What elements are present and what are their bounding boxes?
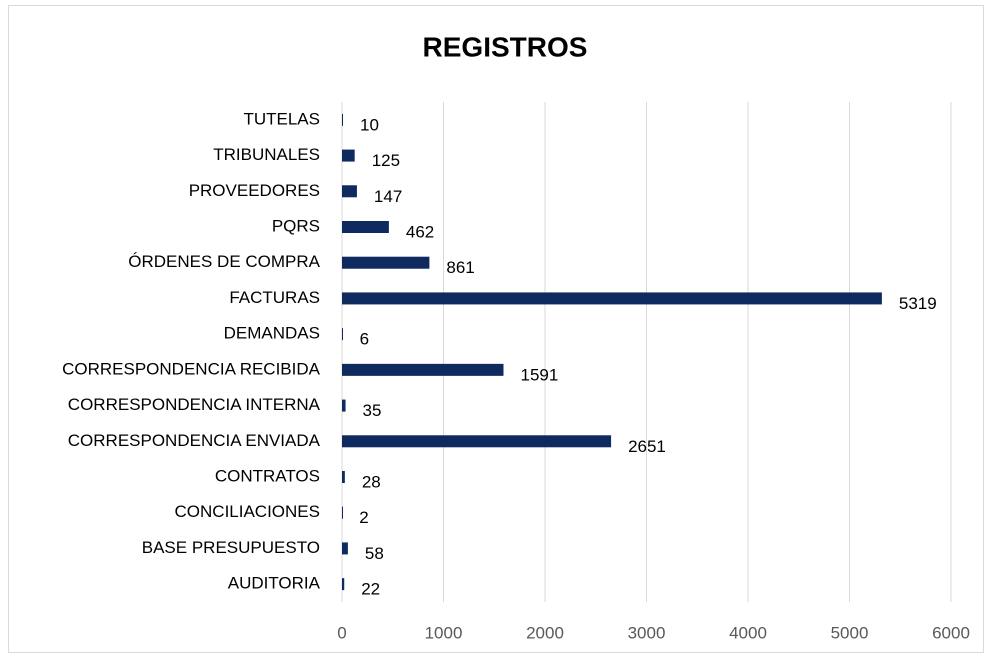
y-tick-label: BASE PRESUPUESTO <box>142 538 320 557</box>
bar <box>342 542 348 555</box>
y-tick-label: AUDITORIA <box>228 574 321 593</box>
bar <box>342 506 343 519</box>
bar <box>342 328 343 341</box>
data-label: 462 <box>406 222 434 241</box>
data-label: 2 <box>359 508 368 527</box>
data-label: 1591 <box>520 365 558 384</box>
data-label: 5319 <box>899 294 937 313</box>
data-label: 28 <box>362 472 381 491</box>
bar <box>342 292 882 305</box>
y-tick-label: TUTELAS <box>243 109 320 128</box>
x-tick-label: 4000 <box>729 623 767 642</box>
y-tick-label: CORRESPONDENCIA INTERNA <box>68 395 321 414</box>
bar <box>342 399 346 412</box>
bar <box>342 435 612 448</box>
bar <box>342 185 357 198</box>
data-label: 58 <box>365 544 384 563</box>
y-tick-label: TRIBUNALES <box>213 145 320 164</box>
y-tick-label: CONCILIACIONES <box>175 502 320 521</box>
bar <box>342 363 504 376</box>
data-label: 2651 <box>628 437 666 456</box>
data-label: 35 <box>363 401 382 420</box>
data-label: 22 <box>361 580 380 599</box>
x-tick-label: 3000 <box>628 623 666 642</box>
data-label: 6 <box>360 330 369 349</box>
x-tick-label: 1000 <box>425 623 463 642</box>
x-tick-label: 2000 <box>526 623 564 642</box>
y-tick-label: PQRS <box>272 216 320 235</box>
bar <box>342 113 344 126</box>
y-tick-label: DEMANDAS <box>224 324 320 343</box>
data-label: 10 <box>360 115 379 134</box>
data-label: 125 <box>372 151 400 170</box>
data-label: 147 <box>374 187 402 206</box>
y-tick-label: CORRESPONDENCIA RECIBIDA <box>62 359 321 378</box>
y-tick-label: CORRESPONDENCIA ENVIADA <box>68 431 321 450</box>
bar <box>342 221 389 233</box>
x-tick-label: 6000 <box>932 623 970 642</box>
data-label: 861 <box>446 258 474 277</box>
y-tick-label: ÓRDENES DE COMPRA <box>128 252 320 271</box>
chart-title: REGISTROS <box>423 31 588 62</box>
y-tick-label: PROVEEDORES <box>189 181 320 200</box>
bar <box>342 471 345 483</box>
x-tick-label: 5000 <box>831 623 869 642</box>
bar <box>342 256 430 269</box>
bar <box>342 578 345 591</box>
y-tick-label: CONTRATOS <box>215 466 320 485</box>
x-tick-label: 0 <box>337 623 346 642</box>
bar <box>342 149 355 162</box>
chart-border <box>8 5 984 653</box>
y-tick-label: FACTURAS <box>229 288 320 307</box>
